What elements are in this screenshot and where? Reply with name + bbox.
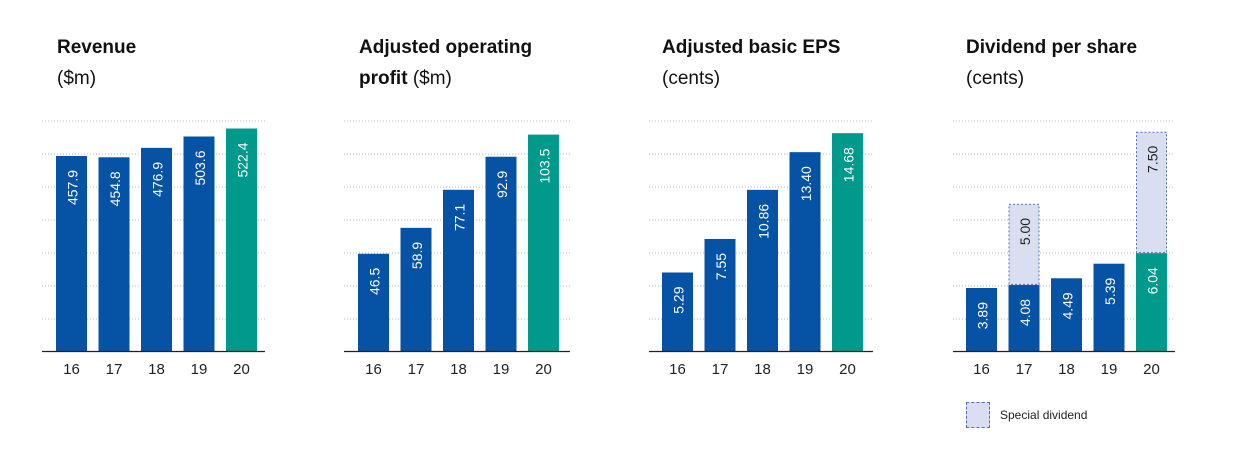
operating-profit-data-label-20: 103.5 (537, 148, 553, 183)
revenue-bar-20 (226, 128, 257, 351)
operating-profit-bar-16 (358, 253, 389, 351)
eps-tick-16: 16 (669, 361, 686, 378)
revenue-bar-18 (141, 147, 172, 351)
dividend-data-label-19: 5.39 (1102, 277, 1118, 304)
operating-profit-tick-18: 18 (450, 361, 467, 378)
operating-profit-tick-19: 19 (493, 361, 510, 378)
revenue-data-label-19: 503.6 (192, 150, 208, 185)
eps-data-label-19: 13.40 (798, 166, 814, 201)
eps-bar-17 (704, 238, 736, 351)
eps-tick-17: 17 (712, 361, 729, 378)
legend: Special dividend (966, 402, 1087, 428)
operating-profit-bar-19 (485, 156, 517, 351)
revenue-bar-19 (183, 136, 215, 351)
dividend-data-label-17: 4.08 (1017, 299, 1033, 326)
operating-profit-data-label-16: 46.5 (367, 268, 383, 295)
revenue-data-label-18: 476.9 (150, 162, 166, 197)
operating-profit-data-label-17: 58.9 (409, 242, 425, 269)
legend-special-swatch (966, 402, 990, 428)
revenue-tick-20: 20 (233, 361, 250, 378)
revenue-tick-16: 16 (63, 361, 80, 378)
chart-title-eps: Adjusted basic EPS (cents) (662, 37, 841, 89)
operating-profit-tick-17: 17 (408, 361, 425, 378)
eps-bar-19 (789, 152, 821, 351)
dividend-tick-17: 17 (1016, 361, 1033, 378)
dividend-tick-19: 19 (1101, 361, 1118, 378)
eps-data-label-18: 10.86 (756, 204, 772, 239)
eps-tick-19: 19 (797, 361, 814, 378)
dividend-tick-16: 16 (973, 361, 990, 378)
dividend-bar-19 (1093, 263, 1125, 351)
operating-profit-data-label-19: 92.9 (494, 171, 510, 198)
eps-data-label-17: 7.55 (713, 253, 729, 280)
dividend-data-label-16: 3.89 (975, 302, 991, 329)
eps-tick-20: 20 (839, 361, 856, 378)
dividend-special-label-20: 7.50 (1145, 145, 1161, 172)
eps-bar-18 (747, 189, 778, 351)
eps-bar-16 (662, 272, 693, 351)
eps-tick-18: 18 (754, 361, 771, 378)
operating-profit-bar-18 (443, 189, 474, 351)
revenue-bar-16 (56, 155, 87, 351)
dividend-data-label-18: 4.49 (1060, 292, 1076, 319)
revenue-tick-19: 19 (191, 361, 208, 378)
dividend-data-label-20: 6.04 (1145, 267, 1161, 294)
chart-title-operating-profit: Adjusted operating profit ($m) (359, 37, 533, 89)
eps-bar-20 (832, 133, 863, 351)
operating-profit-bar-17 (400, 227, 432, 351)
revenue-data-label-17: 454.8 (107, 171, 123, 206)
revenue-bar-17 (98, 157, 130, 351)
dividend-special-bar-17 (1008, 203, 1040, 285)
dividend-special-label-17: 5.00 (1017, 218, 1033, 245)
dividend-special-bar-20 (1136, 131, 1167, 254)
eps-data-label-20: 14.68 (841, 147, 857, 182)
operating-profit-tick-20: 20 (535, 361, 552, 378)
revenue-data-label-16: 457.9 (65, 170, 81, 205)
eps-data-label-16: 5.29 (671, 286, 687, 313)
operating-profit-bar-20 (528, 134, 559, 351)
operating-profit-tick-16: 16 (365, 361, 382, 378)
dividend-bar-20 (1136, 253, 1167, 351)
operating-profit-data-label-18: 77.1 (452, 204, 468, 231)
revenue-data-label-20: 522.4 (235, 142, 251, 177)
dividend-tick-18: 18 (1058, 361, 1075, 378)
revenue-tick-17: 17 (106, 361, 123, 378)
dividend-bar-16 (966, 287, 997, 351)
chart-title-dividend: Dividend per share (cents) (966, 37, 1138, 89)
dividend-bar-17 (1008, 284, 1040, 351)
dividend-bar-18 (1051, 278, 1082, 351)
chart-title-revenue: Revenue ($m) (57, 37, 137, 89)
legend-special-label: Special dividend (1000, 408, 1088, 422)
revenue-tick-18: 18 (148, 361, 165, 378)
dividend-tick-20: 20 (1143, 361, 1160, 378)
